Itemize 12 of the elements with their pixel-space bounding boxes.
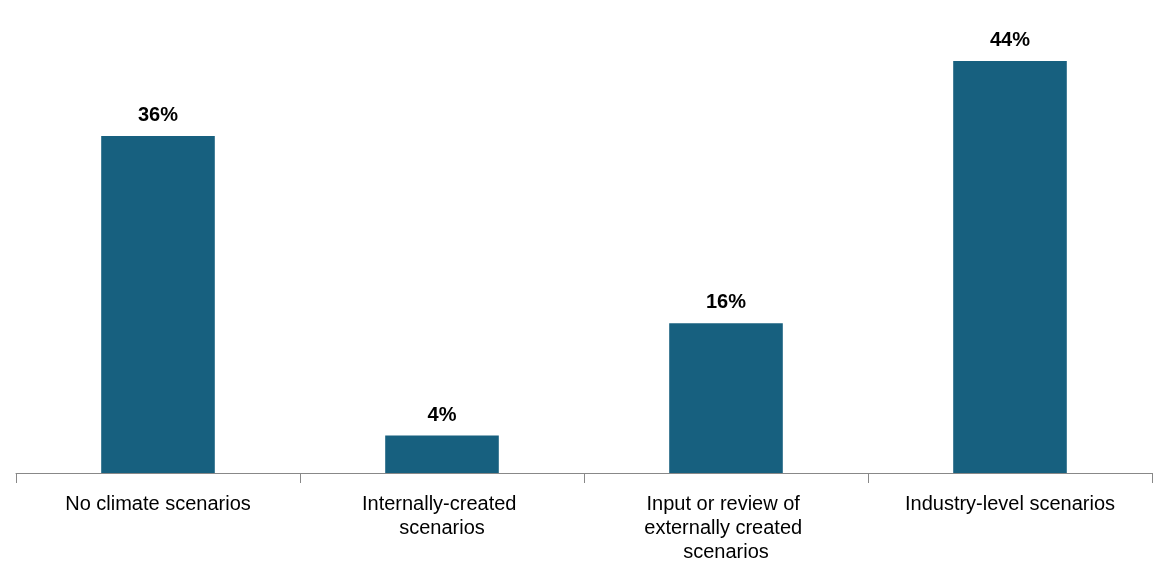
x-tick-label: Internally-created scenarios (361, 492, 523, 538)
data-label: 36% (137, 102, 179, 125)
data-label: 44% (989, 28, 1031, 50)
x-tick-label: Industry-level scenarios (904, 492, 1116, 514)
bar (101, 135, 215, 473)
x-tick-label: No climate scenarios (65, 492, 251, 514)
data-label: 16% (705, 290, 747, 313)
bar (669, 323, 783, 473)
x-tick-label: Input or review of externally created scenarios (644, 492, 808, 562)
bar (953, 61, 1067, 473)
data-label: 4% (427, 402, 457, 425)
bar (385, 435, 499, 473)
